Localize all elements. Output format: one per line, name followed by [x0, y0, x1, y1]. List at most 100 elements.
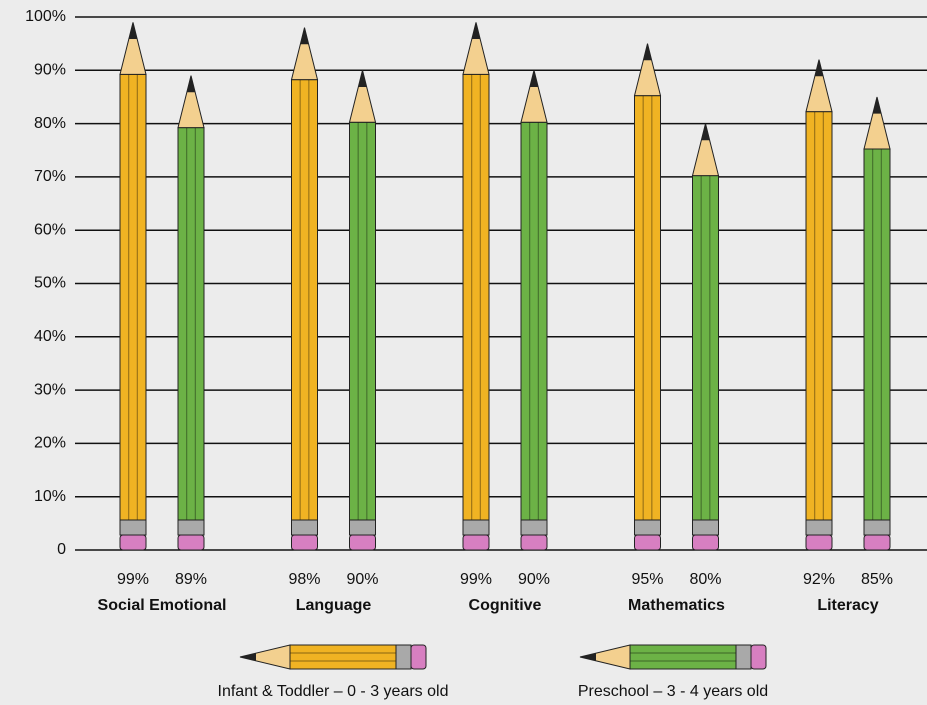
y-tick-label: 60%: [34, 221, 66, 238]
pencil-wood: [290, 27, 319, 81]
y-tick-label: 80%: [34, 115, 66, 132]
y-tick-label: 90%: [34, 62, 66, 79]
pencil-ferrule: [805, 519, 833, 536]
pencil-ferrule: [462, 519, 490, 536]
bar: [290, 27, 319, 551]
pencil-lead: [643, 43, 652, 61]
bar: [119, 22, 147, 551]
y-tick-label: 30%: [34, 381, 66, 398]
pencil-eraser: [863, 534, 891, 551]
value-label: 80%: [689, 571, 721, 588]
bar: [633, 43, 662, 551]
legend-swatch: [239, 644, 427, 670]
x-tick-label: Mathematics: [628, 597, 725, 614]
value-label: 90%: [518, 571, 550, 588]
pencil-body: [634, 95, 661, 521]
y-tick-label: 50%: [34, 275, 66, 292]
pencil-wood: [239, 644, 291, 670]
pencil-wood: [462, 22, 490, 75]
pencil-wood: [119, 22, 147, 75]
pencil-ferrule: [119, 519, 147, 536]
pencil-ferrule: [177, 519, 205, 536]
pencil-eraser: [634, 534, 661, 551]
x-tick-label: Literacy: [817, 597, 878, 614]
pencil-lead: [529, 70, 539, 87]
y-tick-label: 0: [57, 541, 66, 558]
legend-label: Infant & Toddler – 0 - 3 years old: [218, 683, 449, 700]
pencil-wood: [520, 70, 548, 123]
pencil-eraser: [750, 644, 767, 670]
pencil-ferrule: [520, 519, 548, 536]
value-label: 95%: [631, 571, 663, 588]
value-label: 89%: [175, 571, 207, 588]
bar: [520, 70, 548, 551]
pencil-ferrule: [395, 644, 412, 670]
pencil-ferrule: [863, 519, 891, 536]
bar: [462, 22, 490, 551]
pencil-lead: [580, 653, 596, 661]
value-label: 98%: [288, 571, 320, 588]
value-label: 85%: [861, 571, 893, 588]
y-tick-label: 100%: [25, 8, 66, 25]
pencil-eraser: [410, 644, 427, 670]
value-label: 99%: [117, 571, 149, 588]
pencil-lead: [701, 123, 710, 141]
x-tick-label: Social Emotional: [98, 597, 227, 614]
pencil-body: [291, 79, 318, 521]
pencil-body: [462, 73, 490, 521]
pencil-lead: [240, 653, 256, 661]
pencil-body: [520, 121, 548, 521]
y-tick-label: 70%: [34, 168, 66, 185]
pencil-eraser: [349, 534, 376, 551]
pencil-wood: [177, 75, 205, 129]
pencil-lead: [300, 27, 309, 45]
pencil-ferrule: [349, 519, 376, 536]
y-tick-label: 20%: [34, 435, 66, 452]
pencil-wood: [579, 644, 631, 670]
pencil-body: [177, 127, 205, 521]
pencil-wood: [805, 59, 833, 113]
pencil-body: [349, 121, 376, 521]
pencil-body: [805, 111, 833, 521]
pencil-wood: [348, 70, 377, 123]
bar: [348, 70, 377, 551]
value-label: 90%: [346, 571, 378, 588]
pencil-body: [289, 644, 397, 670]
pencil-eraser: [520, 534, 548, 551]
pencil-ferrule: [634, 519, 661, 536]
pencil-ferrule: [735, 644, 752, 670]
pencil-lead: [471, 22, 481, 39]
pencil-ferrule: [291, 519, 318, 536]
pencil-wood: [863, 96, 891, 150]
pencil-body: [119, 73, 147, 521]
pencil-eraser: [692, 534, 719, 551]
pencil-body: [629, 644, 737, 670]
bar: [691, 123, 720, 551]
pencil-body: [692, 175, 719, 521]
pencil-lead: [814, 59, 824, 77]
pencil-eraser: [291, 534, 318, 551]
pencil-body: [863, 148, 891, 521]
y-tick-label: 10%: [34, 488, 66, 505]
pencil-lead: [358, 70, 367, 87]
pencil-wood: [691, 123, 720, 177]
value-label: 99%: [460, 571, 492, 588]
x-tick-label: Language: [296, 597, 372, 614]
pencil-lead: [186, 75, 196, 93]
legend-label: Preschool – 3 - 4 years old: [578, 683, 768, 700]
bar: [863, 96, 891, 551]
y-tick-label: 40%: [34, 328, 66, 345]
pencil-lead: [872, 96, 882, 114]
legend-swatch: [579, 644, 767, 670]
pencil-lead: [128, 22, 138, 39]
pencil-ferrule: [692, 519, 719, 536]
bar: [177, 75, 205, 551]
value-label: 92%: [803, 571, 835, 588]
x-tick-label: Cognitive: [469, 597, 542, 614]
pencil-eraser: [805, 534, 833, 551]
pencil-eraser: [177, 534, 205, 551]
pencil-eraser: [462, 534, 490, 551]
bar: [805, 59, 833, 551]
pencil-eraser: [119, 534, 147, 551]
